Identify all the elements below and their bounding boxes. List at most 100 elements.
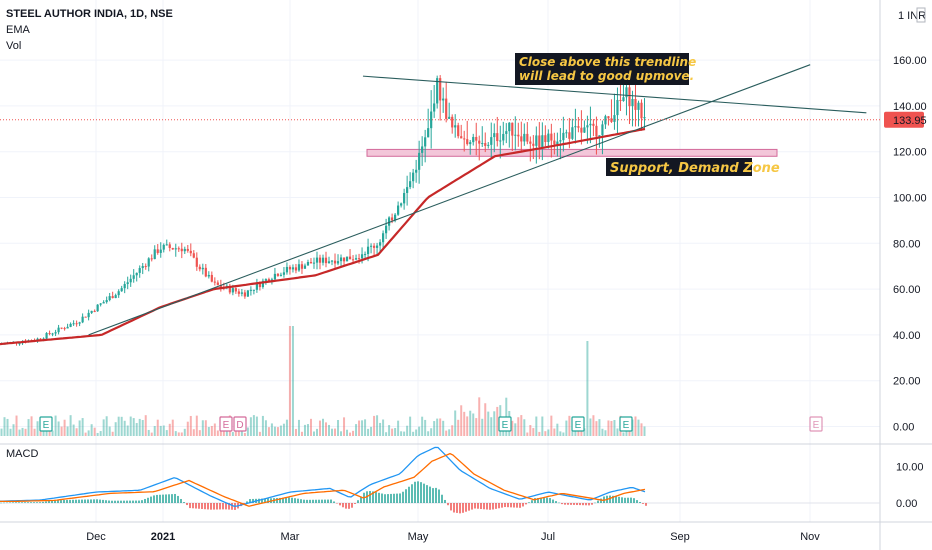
candle-body <box>565 132 568 134</box>
volume-bar <box>138 418 141 436</box>
volume-bar <box>370 426 373 436</box>
volume-bar <box>297 419 300 436</box>
volume-bar <box>490 417 493 436</box>
macd-hist-bar <box>588 503 590 506</box>
volume-bar <box>586 341 589 436</box>
macd-hist-bar <box>549 498 551 503</box>
vol-legend[interactable]: Vol <box>6 40 22 52</box>
zone-note-box <box>606 158 752 176</box>
candle-body <box>180 248 183 252</box>
ema-legend[interactable]: EMA <box>6 24 30 36</box>
volume-bar <box>276 427 279 436</box>
volume-bar <box>634 416 637 436</box>
volume-bar <box>162 425 165 436</box>
macd-hist-bar <box>480 503 482 510</box>
volume-bar <box>550 415 553 436</box>
volume-bar <box>436 418 439 436</box>
last-price-tag <box>884 111 924 128</box>
volume-bar <box>36 421 39 436</box>
macd-hist-bar <box>252 498 254 503</box>
macd-hist-bar <box>210 503 212 510</box>
candle-body <box>96 304 99 312</box>
volume-bar <box>442 420 445 436</box>
macd-hist-bar <box>483 503 485 510</box>
macd-hist-bar <box>471 503 473 510</box>
macd-hist-bar <box>495 503 497 509</box>
macd-hist-bar <box>528 502 530 503</box>
macd-hist-bar <box>351 503 353 508</box>
currency-label: 1 INR <box>898 10 926 22</box>
macd-hist-bar <box>555 501 557 503</box>
volume-bar <box>325 422 328 436</box>
macd-hist-bar <box>54 500 56 503</box>
price-tick: 0.00 <box>893 422 914 434</box>
macd-hist-bar <box>453 503 455 513</box>
volume-bar <box>237 429 240 436</box>
macd-tick: 10.00 <box>896 462 924 474</box>
volume-bar <box>613 420 616 436</box>
macd-hist-bar <box>279 497 281 503</box>
candle-body <box>637 102 640 110</box>
macd-hist-bar <box>534 498 536 503</box>
macd-hist-bar <box>594 502 596 504</box>
volume-bar <box>126 425 129 436</box>
volume-bar <box>571 431 574 436</box>
macd-hist-bar <box>612 495 614 503</box>
volume-bar <box>147 429 150 436</box>
candle-body <box>54 332 57 334</box>
candle-body <box>219 284 222 288</box>
trendline <box>88 64 811 336</box>
volume-bar <box>177 432 180 436</box>
event-marker: E <box>39 416 53 432</box>
candle-body <box>366 246 370 255</box>
macd-hist-bar <box>204 503 206 510</box>
volume-bar <box>180 432 183 436</box>
volume-bar <box>204 420 207 436</box>
volume-bar <box>234 427 237 436</box>
volume-bar <box>213 423 216 436</box>
volume-bar <box>315 428 318 436</box>
candle-body <box>502 133 505 141</box>
volume-bar <box>331 428 334 436</box>
macd-legend[interactable]: MACD <box>6 448 39 460</box>
macd-hist-bar <box>468 503 470 511</box>
candle-body <box>45 333 48 339</box>
symbol-title[interactable]: STEEL AUTHOR INDIA, 1D, NSE <box>6 8 173 20</box>
trendline <box>362 75 867 114</box>
candle-body <box>490 137 493 145</box>
macd-hist-bar <box>306 499 308 503</box>
macd-hist-bar <box>414 481 416 503</box>
volume-bar <box>66 426 69 436</box>
candle-body <box>375 245 379 248</box>
candle-body <box>204 267 207 277</box>
macd-hist-bar <box>132 500 134 503</box>
candle-body <box>237 291 240 294</box>
macd-hist-bar <box>72 499 74 503</box>
macd-hist-bar <box>519 503 521 508</box>
candle-body <box>505 131 508 134</box>
volume-bar <box>141 420 144 436</box>
candle-body <box>526 133 529 142</box>
macd-hist-bar <box>570 503 572 505</box>
candle-body <box>75 323 78 325</box>
volume-bar <box>54 415 57 436</box>
candle-body <box>150 258 153 260</box>
volume-bar <box>559 431 562 436</box>
volume-bar <box>397 420 400 436</box>
macd-hist-bar <box>561 503 563 505</box>
macd-hist-bar <box>498 503 500 509</box>
macd-hist-bar <box>201 503 203 509</box>
candle-body <box>369 245 373 247</box>
macd-hist-bar <box>645 503 647 506</box>
last-price-text: 133.95 <box>893 115 927 127</box>
candle-body <box>406 187 409 193</box>
macd-hist-bar <box>18 502 20 503</box>
candle-body <box>445 98 448 119</box>
volume-bar <box>343 417 346 436</box>
volume-bar <box>159 425 162 436</box>
volume-bar <box>288 326 291 436</box>
macd-hist-bar <box>354 503 356 504</box>
volume-bar <box>448 429 451 436</box>
